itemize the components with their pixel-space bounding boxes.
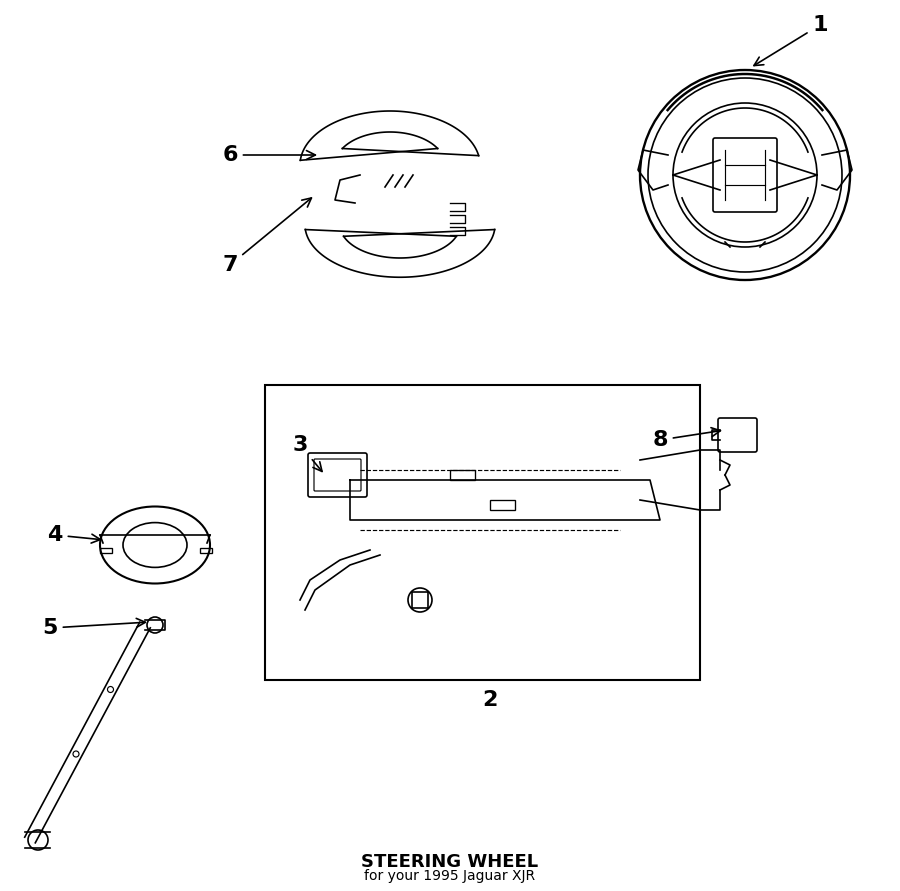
Text: 1: 1 — [754, 15, 828, 66]
Bar — [265, 385, 700, 680]
Text: 3: 3 — [292, 435, 322, 471]
Text: 2: 2 — [482, 690, 498, 710]
Bar — [450, 470, 475, 480]
Text: for your 1995 Jaguar XJR: for your 1995 Jaguar XJR — [364, 869, 536, 883]
Text: 8: 8 — [652, 428, 720, 450]
Bar — [100, 548, 112, 553]
Bar — [490, 500, 515, 510]
Text: 5: 5 — [42, 618, 146, 638]
Text: 7: 7 — [222, 198, 311, 275]
Text: 6: 6 — [222, 145, 315, 165]
Bar — [200, 548, 212, 553]
Text: 4: 4 — [48, 525, 101, 545]
Text: STEERING WHEEL: STEERING WHEEL — [362, 853, 538, 871]
